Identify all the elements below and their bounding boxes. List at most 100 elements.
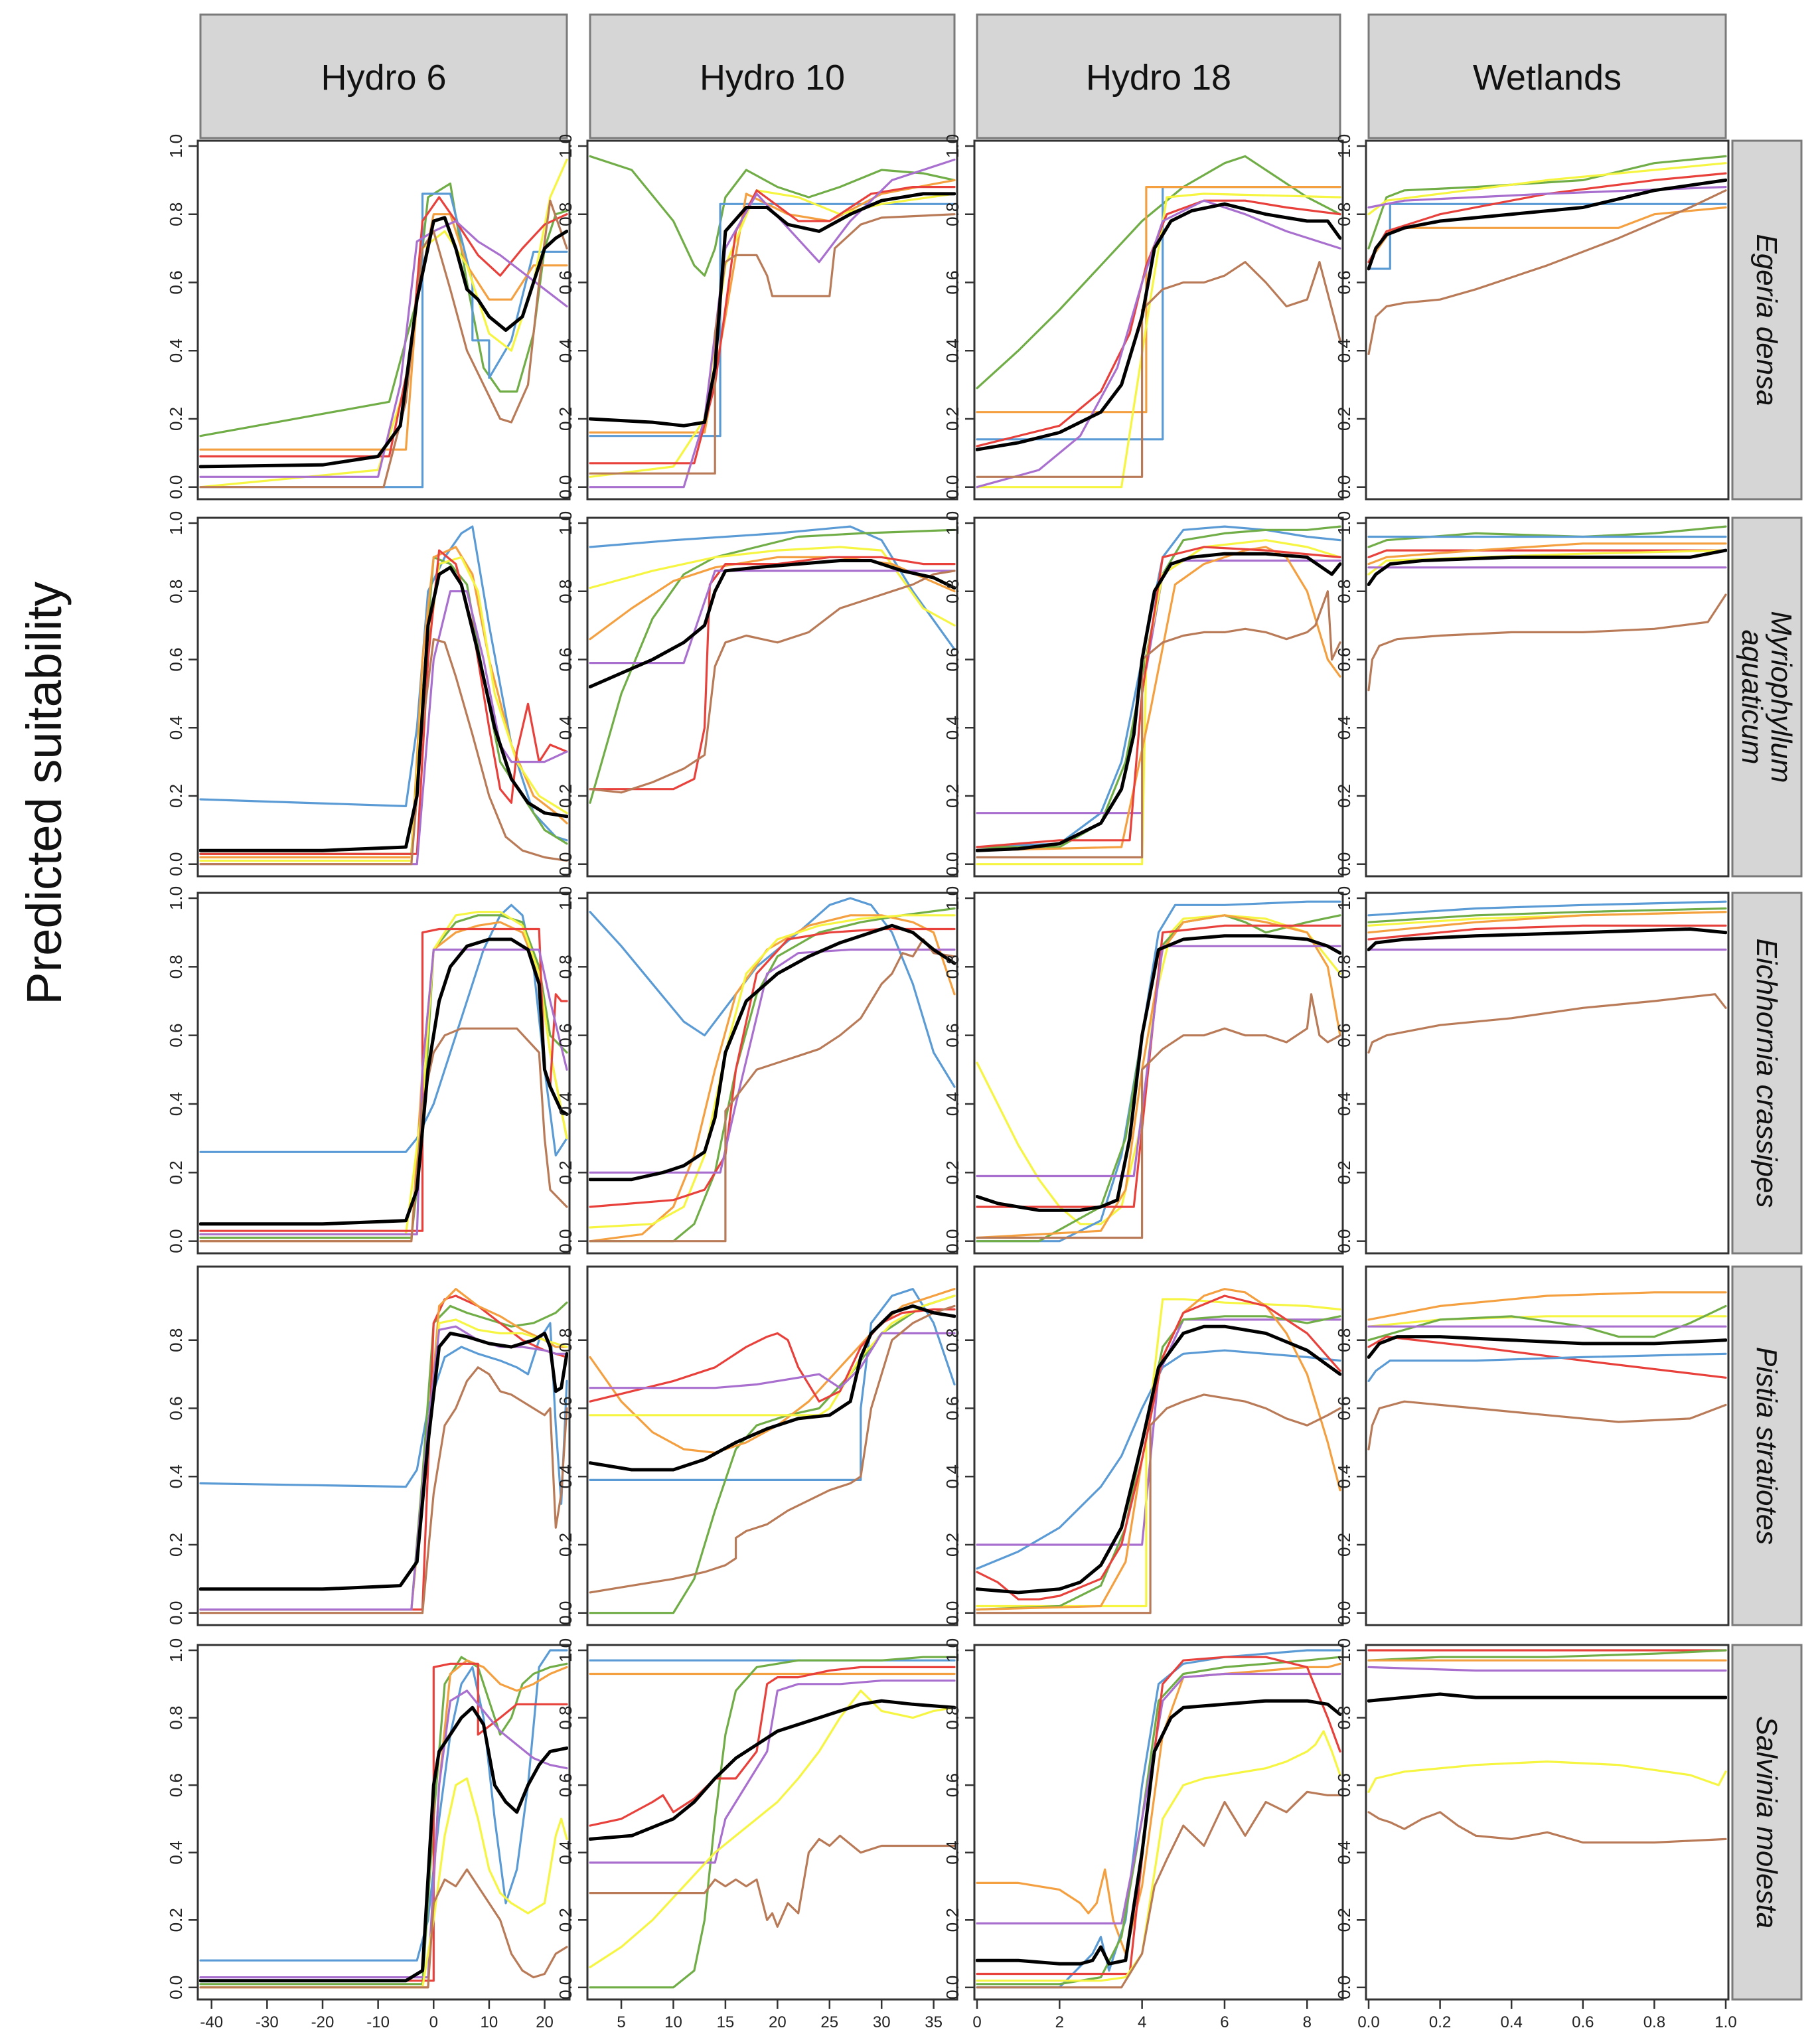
row-strip-pistia-stratiotes: [1731, 1265, 1803, 1626]
y-tick-label: 0.6: [166, 1024, 186, 1048]
series-line-brown: [199, 1868, 568, 1989]
series-line-purple: [199, 220, 568, 478]
series-line-green: [1367, 1304, 1727, 1342]
series-lines: [976, 1288, 1341, 1614]
series-lines: [589, 1656, 956, 1989]
y-tick-label: 0.4: [943, 1092, 962, 1116]
row-label-salvinia-molesta: Salvinia molesta: [1750, 1716, 1783, 1928]
column-strip-hydro-18: [976, 13, 1341, 139]
panel-frame: [586, 892, 958, 1255]
row-strip-salvinia-molesta: [1731, 1644, 1803, 2001]
series-line-green: [589, 1294, 956, 1614]
series-line-orange: [199, 546, 568, 859]
series-line-blue: [589, 1288, 956, 1481]
panel-myriophyllum-aquaticum-hydro-6: [196, 516, 571, 878]
panel-pistia-stratiotes-hydro-18: [973, 1265, 1344, 1626]
y-tick-label: 0.0: [166, 852, 186, 876]
y-tick-label: 0.2: [166, 1160, 186, 1184]
row-label-pistia-stratiotes: Pistia stratiotes: [1750, 1347, 1783, 1545]
series-line-green: [976, 1315, 1341, 1611]
series-line-red: [976, 546, 1341, 848]
panel-egeria-densa-hydro-6: [196, 139, 571, 501]
y-tick-label: 0.8: [556, 580, 575, 603]
series-line-purple: [589, 1332, 956, 1389]
series-line-brown: [976, 1393, 1341, 1614]
series-line-brown: [199, 199, 568, 489]
y-tick-label: 0.8: [556, 202, 575, 226]
series-line-brown: [976, 590, 1341, 859]
panel-frame: [196, 892, 571, 1255]
row-label-line: Salvinia molesta: [1750, 1716, 1783, 1928]
y-tick-label: 0.6: [1334, 1773, 1354, 1797]
series-line-black: [976, 202, 1341, 451]
series-line-black: [976, 552, 1341, 852]
x-tick-label: -20: [311, 2013, 335, 2031]
x-tick-label: 6: [1220, 2013, 1229, 2031]
y-tick-label: 0.2: [556, 407, 575, 431]
series-line-black: [199, 566, 568, 852]
y-tick-label: 0.8: [166, 1705, 186, 1729]
series-line-orange: [976, 186, 1341, 414]
x-tick-label: 5: [617, 2013, 625, 2031]
series-lines: [976, 1649, 1341, 1989]
x-tick-label: 25: [820, 2013, 838, 2031]
y-tick-label: 0.4: [166, 716, 186, 740]
series-lines: [199, 1288, 568, 1614]
y-tick-label: 0.0: [1334, 852, 1354, 876]
series-lines: [1367, 900, 1727, 1054]
row-label-line: aquaticum: [1736, 629, 1768, 764]
series-line-yellow: [589, 546, 956, 627]
series-line-brown: [199, 1366, 568, 1614]
series-line-blue: [976, 1649, 1341, 1989]
series-line-blue: [1367, 900, 1727, 917]
series-line-red: [589, 186, 956, 465]
series-line-purple: [976, 1672, 1341, 1924]
series-line-red: [976, 1656, 1341, 1976]
series-lines: [589, 1288, 956, 1614]
y-tick-label: 0.2: [556, 784, 575, 808]
series-line-green: [1367, 155, 1727, 250]
series-line-black: [976, 1324, 1341, 1595]
panel-salvinia-molesta-hydro-6: [196, 1644, 571, 2001]
y-tick-label: 0.8: [943, 1328, 962, 1352]
x-tick-label: 0.6: [1572, 2013, 1594, 2031]
panel-frame: [1365, 1644, 1730, 2001]
series-line-orange: [1367, 911, 1727, 934]
series-lines: [976, 155, 1341, 489]
series-line-orange: [976, 546, 1341, 852]
series-line-yellow: [589, 1689, 956, 1968]
panel-myriophyllum-aquaticum-wetlands: [1365, 516, 1730, 878]
y-tick-label: 0.6: [556, 647, 575, 671]
y-tick-label: 0.4: [166, 1092, 186, 1116]
y-tick-label: 0.8: [556, 1705, 575, 1729]
y-tick-label: 1.0: [166, 886, 186, 910]
y-tick-label: 0.6: [1334, 1024, 1354, 1048]
row-label-line: Egeria densa: [1750, 234, 1783, 406]
series-lines: [1367, 1649, 1727, 1844]
series-line-purple: [199, 590, 568, 866]
series-line-orange: [1367, 1291, 1727, 1321]
y-tick-label: 0.0: [556, 852, 575, 876]
column-label-hydro-10: Hydro 10: [700, 58, 845, 98]
panel-frame: [586, 516, 958, 878]
panel-pistia-stratiotes-wetlands: [1365, 1265, 1730, 1626]
series-line-red: [589, 927, 956, 1208]
y-tick-label: 0.0: [1334, 1229, 1354, 1253]
series-line-red: [976, 924, 1341, 1208]
panel-grid: [196, 139, 1730, 2001]
series-line-orange: [1367, 206, 1727, 264]
series-line-brown: [1367, 189, 1727, 356]
y-tick-label: 0.2: [943, 1533, 962, 1557]
panel-frame: [1365, 516, 1730, 878]
row-label-line: Myriophyllum: [1765, 611, 1797, 783]
y-tick-label: 0.4: [1334, 716, 1354, 740]
panel-eichhornia-crassipes-hydro-18: [973, 892, 1344, 1255]
panel-frame: [196, 1265, 571, 1626]
series-line-black: [1367, 927, 1727, 951]
series-line-black: [589, 923, 956, 1182]
y-tick-label: 0.2: [556, 1160, 575, 1184]
y-tick-label: 0.0: [1334, 1976, 1354, 1999]
series-line-purple: [199, 1689, 568, 1979]
series-line-yellow: [976, 1298, 1341, 1608]
series-line-black: [976, 934, 1341, 1212]
